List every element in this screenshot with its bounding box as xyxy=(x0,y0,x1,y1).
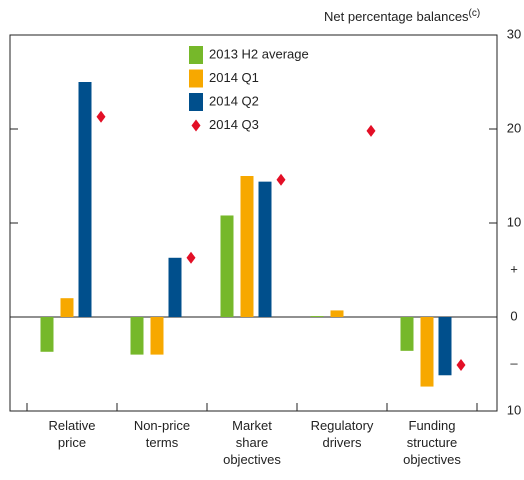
x-tick-label: Market share objectives xyxy=(223,418,281,467)
bar xyxy=(130,317,144,355)
x-tick-label-line: Relative xyxy=(49,418,96,433)
y-tick-label: + xyxy=(510,261,518,276)
bar xyxy=(168,257,182,317)
x-tick-label-line: Non-price xyxy=(134,418,190,433)
bar xyxy=(258,181,272,317)
diamond-marker xyxy=(96,110,106,123)
y-tick-label: 20 xyxy=(507,120,521,135)
bar xyxy=(220,215,234,317)
x-tick-label-line: Regulatory xyxy=(311,418,374,433)
bar xyxy=(240,176,254,317)
bar xyxy=(78,82,92,317)
bar xyxy=(310,316,324,317)
legend-label: 2014 Q3 xyxy=(209,117,259,132)
x-tick-label-line: share xyxy=(236,435,269,450)
x-tick-label-line: price xyxy=(58,435,86,450)
legend-label: 2013 H2 average xyxy=(209,46,309,61)
y-tick-label: – xyxy=(510,355,518,370)
bar xyxy=(60,298,74,317)
x-tick-label-line: drivers xyxy=(322,435,362,450)
x-tick-label-line: Market xyxy=(232,418,272,433)
diamond-marker xyxy=(276,173,286,186)
legend-label: 2014 Q2 xyxy=(209,93,259,108)
x-tick-label-line: objectives xyxy=(403,452,461,467)
y-tick-label: 0 xyxy=(510,308,517,323)
x-tick-label: Non-price terms xyxy=(134,418,190,450)
x-tick-label: Regulatory drivers xyxy=(311,418,374,450)
bar xyxy=(40,317,54,352)
bar xyxy=(438,317,452,376)
chart-title: Net percentage balances(c) xyxy=(324,8,480,25)
x-tick-label-line: terms xyxy=(146,435,179,450)
legend-swatch xyxy=(189,46,203,64)
y-tick-label: 30 xyxy=(507,26,521,41)
title-text: Net percentage balances xyxy=(324,9,469,24)
legend-label: 2014 Q1 xyxy=(209,70,259,85)
diamond-marker xyxy=(456,358,466,371)
legend-swatch xyxy=(189,93,203,111)
y-tick-label: 10 xyxy=(507,214,521,229)
legend-marker xyxy=(191,119,201,132)
x-tick-label: Funding structure objectives xyxy=(403,418,461,467)
title-note: (c) xyxy=(469,8,481,19)
bar xyxy=(420,317,434,387)
legend-swatch xyxy=(189,69,203,88)
x-tick-label-line: Funding xyxy=(409,418,456,433)
diamond-marker xyxy=(366,124,376,137)
x-tick-label-line: structure xyxy=(407,435,458,450)
x-tick-label-line: objectives xyxy=(223,452,281,467)
y-tick-label: 10 xyxy=(507,402,521,417)
x-tick-label: Relative price xyxy=(49,418,96,450)
bar xyxy=(150,317,164,355)
bar xyxy=(400,317,414,351)
bar xyxy=(330,310,344,317)
diamond-marker xyxy=(186,251,196,264)
